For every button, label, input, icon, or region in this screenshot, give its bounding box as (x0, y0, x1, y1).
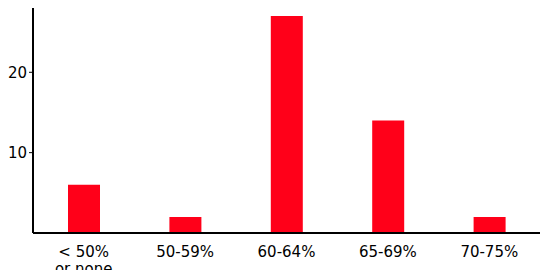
svg-text:60-64%: 60-64% (258, 243, 316, 261)
svg-text:10: 10 (8, 144, 27, 162)
svg-text:< 50%or none: < 50%or none (55, 243, 113, 270)
svg-text:65-69%: 65-69% (359, 243, 417, 261)
svg-text:50-59%: 50-59% (156, 243, 214, 261)
svg-text:70-75%: 70-75% (460, 243, 518, 261)
svg-text:20: 20 (8, 64, 27, 82)
